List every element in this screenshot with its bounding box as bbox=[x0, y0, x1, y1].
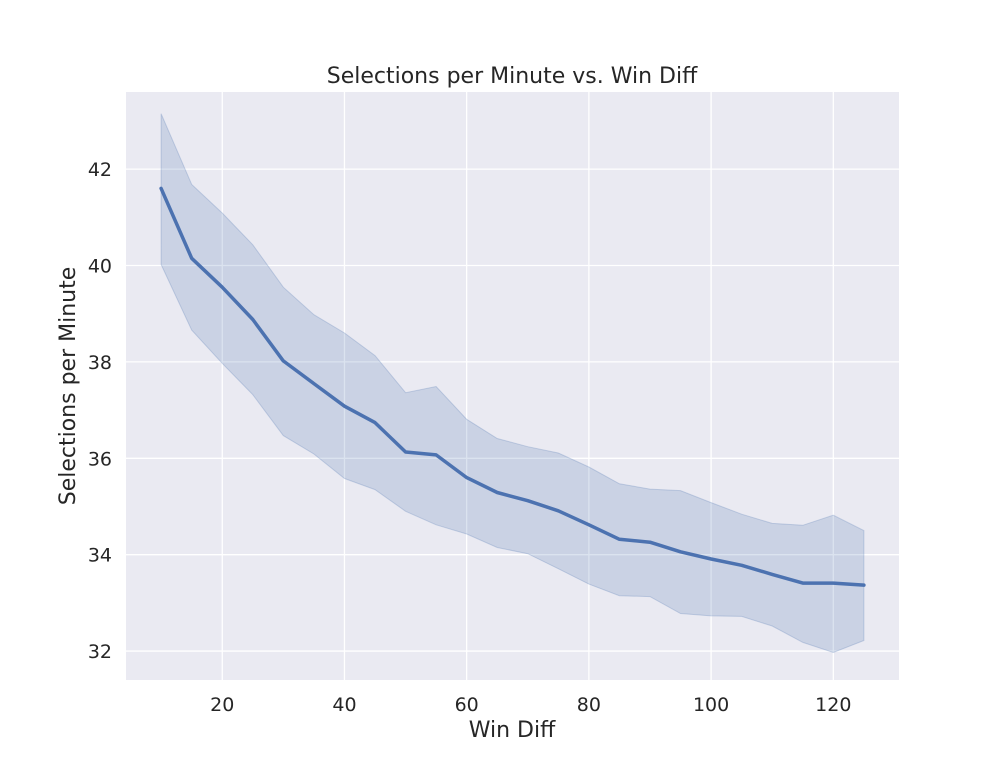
x-tick-label: 60 bbox=[455, 694, 479, 716]
y-tick-label: 42 bbox=[88, 159, 112, 181]
y-axis-label: Selections per Minute bbox=[56, 267, 81, 506]
y-tick-label: 40 bbox=[88, 256, 112, 278]
y-tick-label: 38 bbox=[88, 352, 112, 374]
y-tick-label: 32 bbox=[88, 641, 112, 663]
confidence-band bbox=[160, 113, 865, 654]
x-tick-label: 20 bbox=[210, 694, 234, 716]
x-tick-labels: 20 40 60 80 100 120 bbox=[210, 694, 851, 716]
y-tick-labels: 32 34 36 38 40 42 bbox=[88, 159, 112, 663]
y-tick-label: 36 bbox=[88, 448, 112, 470]
x-tick-label: 100 bbox=[693, 694, 729, 716]
y-tick-label: 34 bbox=[88, 545, 112, 567]
chart-title: Selections per Minute vs. Win Diff bbox=[327, 64, 698, 89]
confidence-band-area bbox=[160, 113, 865, 654]
x-axis-label: Win Diff bbox=[469, 718, 556, 743]
series-line bbox=[159, 186, 866, 587]
x-tick-label: 120 bbox=[815, 694, 851, 716]
grid bbox=[126, 92, 899, 680]
x-tick-label: 80 bbox=[577, 694, 601, 716]
plot-background bbox=[126, 92, 899, 680]
x-tick-label: 40 bbox=[332, 694, 356, 716]
series-line-path bbox=[159, 186, 866, 587]
